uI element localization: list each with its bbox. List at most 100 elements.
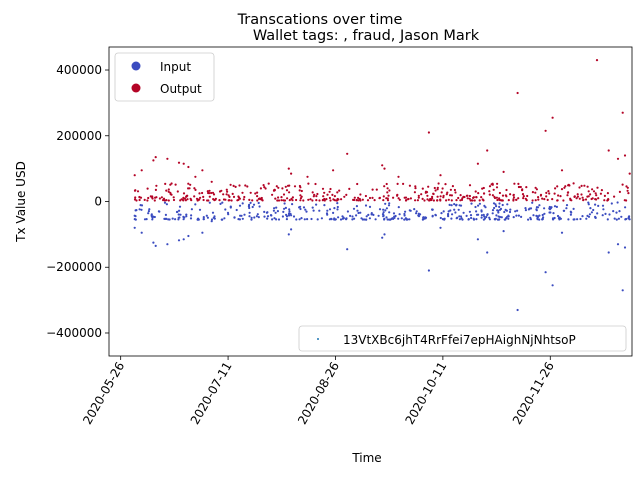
scatter-point xyxy=(545,195,548,198)
scatter-point xyxy=(567,184,570,187)
scatter-point xyxy=(172,198,176,202)
y-tick-label: −200000 xyxy=(46,260,102,274)
scatter-point xyxy=(368,217,371,220)
scatter-point xyxy=(285,215,289,218)
scatter-point xyxy=(163,201,167,204)
scatter-point xyxy=(302,199,305,202)
scatter-point xyxy=(424,217,427,220)
scatter-point xyxy=(449,194,452,197)
scatter-point xyxy=(465,214,468,217)
scatter-point xyxy=(293,185,297,188)
scatter-point xyxy=(300,217,303,220)
scatter-point xyxy=(370,212,373,215)
scatter-point xyxy=(256,191,259,194)
scatter-point xyxy=(556,185,559,188)
scatter-point xyxy=(167,199,170,202)
scatter-point xyxy=(386,218,389,221)
scatter-point xyxy=(468,197,471,200)
scatter-point xyxy=(367,213,370,216)
scatter-point xyxy=(332,211,335,214)
scatter-point xyxy=(271,218,274,221)
scatter-point xyxy=(153,199,156,202)
scatter-point xyxy=(475,213,479,216)
scatter-point xyxy=(440,191,443,194)
scatter-point xyxy=(241,202,244,205)
scatter-point xyxy=(476,238,479,241)
scatter-point xyxy=(382,211,385,214)
scatter-point xyxy=(457,196,460,200)
scatter-point xyxy=(287,212,291,215)
scatter-point xyxy=(392,212,396,215)
scatter-point xyxy=(499,207,503,210)
scatter-point xyxy=(271,193,274,196)
scatter-point xyxy=(229,183,232,186)
scatter-point xyxy=(398,198,401,201)
scatter-point xyxy=(441,218,444,221)
scatter-point xyxy=(458,218,461,221)
scatter-point xyxy=(193,187,196,190)
scatter-point xyxy=(281,187,284,190)
scatter-point xyxy=(497,215,500,218)
scatter-point xyxy=(315,199,318,202)
scatter-point xyxy=(359,199,362,202)
scatter-point xyxy=(145,218,148,221)
scatter-point xyxy=(288,210,291,213)
scatter-point xyxy=(259,187,262,190)
scatter-point xyxy=(375,188,378,191)
scatter-point xyxy=(302,206,306,209)
scatter-point xyxy=(182,218,185,221)
scatter-point xyxy=(212,198,215,201)
scatter-point xyxy=(248,198,251,201)
scatter-point xyxy=(488,216,491,219)
scatter-point xyxy=(408,184,411,187)
scatter-point xyxy=(570,211,573,214)
scatter-point xyxy=(580,193,583,196)
scatter-point xyxy=(235,208,238,212)
scatter-point xyxy=(346,210,349,213)
scatter-point xyxy=(288,208,291,211)
scatter-point xyxy=(381,236,384,239)
scatter-point xyxy=(473,199,476,202)
scatter-point xyxy=(453,203,456,206)
scatter-point xyxy=(421,187,424,190)
scatter-point xyxy=(441,187,444,190)
scatter-point xyxy=(147,210,150,213)
scatter-point xyxy=(345,218,348,221)
scatter-point xyxy=(536,206,540,209)
scatter-point xyxy=(378,197,381,200)
scatter-point xyxy=(514,210,517,213)
scatter-point xyxy=(594,198,597,201)
scatter-point xyxy=(143,218,147,221)
scatter-point xyxy=(576,195,580,198)
scatter-point xyxy=(210,218,214,221)
scatter-point xyxy=(513,182,516,185)
scatter-point xyxy=(328,218,331,221)
scatter-point xyxy=(475,210,478,213)
scatter-point xyxy=(397,217,400,220)
scatter-point xyxy=(431,215,434,218)
scatter-point xyxy=(261,199,264,202)
scatter-point xyxy=(210,180,213,183)
scatter-point xyxy=(498,218,501,221)
scatter-point xyxy=(458,204,461,207)
scatter-point xyxy=(496,198,499,202)
scatter-point xyxy=(482,186,485,190)
scatter-point xyxy=(560,231,564,234)
scatter-point xyxy=(470,216,473,220)
scatter-point xyxy=(496,209,499,212)
scatter-point xyxy=(172,196,175,199)
scatter-point xyxy=(368,205,372,208)
scatter-point xyxy=(434,189,437,192)
scatter-point xyxy=(504,208,507,211)
scatter-point xyxy=(507,199,510,202)
scatter-point xyxy=(394,214,397,218)
scatter-point xyxy=(404,217,407,220)
scatter-point xyxy=(146,187,149,190)
scatter-point xyxy=(276,210,279,213)
scatter-point xyxy=(291,196,294,199)
scatter-point xyxy=(386,187,389,190)
scatter-point xyxy=(623,199,626,202)
scatter-point xyxy=(560,188,564,191)
scatter-point xyxy=(553,192,556,195)
scatter-point xyxy=(403,214,406,217)
